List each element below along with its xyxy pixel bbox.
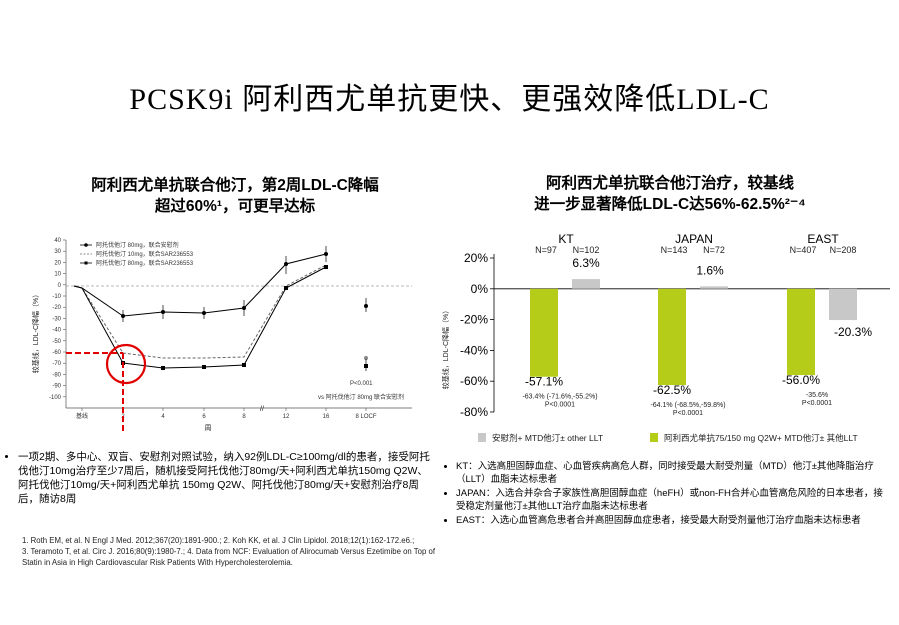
series-line-atorva80-placebo — [73, 253, 327, 317]
bar-value-label-active: -62.5% — [653, 383, 691, 397]
left-y-tick-label: -20 — [52, 305, 61, 311]
right-bars: KTN=97 N=102-57.1%-63.4% (-71.6%,-55.2%)P… — [494, 232, 890, 417]
right-bar-chart: 较基线，LDL-C降幅（%） 20%0%-20%-40%-60%-80% KTN… — [441, 232, 890, 443]
legend-item-1: 阿托伐他汀 80mg，联合安慰剂 — [96, 241, 179, 249]
category-label: KT — [558, 232, 574, 246]
bar-value-label-active: -56.0% — [782, 373, 820, 387]
left-bullet-list: 一项2期、多中心、双盲、安慰剂对照试验，纳入92例LDL-C≥100mg/dl的… — [4, 450, 434, 507]
left-line-chart: 40 30 20 10 0 -10 -20 -30 -40 -50 -60 -70 -80 -90 -100… — [20, 232, 440, 432]
legend-swatch-placebo — [478, 433, 486, 442]
right-y-tick-label: -60% — [460, 374, 488, 388]
right-y-axis-label: 较基线，LDL-C降幅（%） — [441, 307, 450, 389]
legend-swatch-alirocumab — [650, 433, 658, 442]
series-line-atorva80-sar — [73, 266, 327, 369]
bar-value-label-control: 6.3% — [572, 256, 600, 270]
category-label: EAST — [807, 232, 839, 246]
reference-line-3: Statin in Asia in High Cardiovascular Ri… — [22, 558, 293, 567]
left-y-tick-label: -60 — [52, 350, 61, 356]
legend-item-2: 阿托伐他汀 10mg，联合SAR236553 — [96, 250, 194, 258]
right-title-line2: 进一步显著降低LDL-C达56%-62.5%²⁻⁴ — [534, 196, 806, 213]
left-y-tick-label: 20 — [54, 260, 61, 266]
n-label-control: N=72 — [703, 245, 725, 255]
error-bars — [122, 246, 367, 371]
right-y-tick-label: 0% — [471, 282, 489, 296]
highlight-circle — [105, 343, 147, 385]
bar-placebo — [572, 279, 600, 289]
bar-alirocumab — [787, 288, 815, 376]
references: 1. Roth EM, et al. N Engl J Med. 2012;36… — [22, 535, 502, 568]
axis-break-mark: // — [260, 406, 264, 413]
right-y-tick-label: -80% — [460, 405, 488, 419]
left-title-line2: 超过60%¹，可更早达标 — [154, 198, 316, 215]
right-y-ticks: 20% 0% -20% -40% -60% -80% — [460, 251, 494, 419]
left-y-tick-label: 30 — [54, 249, 61, 255]
ci-label: -63.4% (-71.6%,-55.2%) — [522, 394, 597, 401]
left-y-tick-label: -80 — [52, 372, 61, 378]
left-y-tick-label: -70 — [52, 361, 61, 367]
left-x-tick-label: 16 — [323, 414, 330, 420]
right-legend: 安慰剂+ MTD他汀± other LLT 阿利西尤单抗75/150 mg Q2… — [478, 433, 858, 443]
left-pvalue-note: vs 阿托伐他汀 80mg 联合安慰剂 — [318, 393, 404, 401]
left-pvalue: P<0.001 — [350, 381, 373, 387]
right-bullet-east: EAST：入选心血管高危患者合并高胆固醇血症患者，接受最大耐受剂量他汀治疗血脂未… — [456, 514, 892, 527]
left-y-tick-label: 10 — [54, 272, 61, 278]
left-y-tick-label: -100 — [49, 395, 62, 401]
left-y-tick-label: -40 — [52, 328, 61, 334]
left-bullet-1: 一项2期、多中心、双盲、安慰剂对照试验，纳入92例LDL-C≥100mg/dl的… — [18, 450, 434, 506]
n-label-active: N=97 — [535, 245, 557, 255]
left-panel-title: 阿利西尤单抗联合他汀，第2周LDL-C降幅 超过60%¹，可更早达标 — [40, 175, 430, 217]
bar-alirocumab — [658, 288, 686, 386]
left-x-tick-label: 基线 — [76, 412, 88, 420]
left-y-tick-label: 40 — [54, 238, 61, 244]
ci-label: -64.1% (-68.5%,-59.8%) — [650, 402, 725, 409]
legend-label-alirocumab: 阿利西尤单抗75/150 mg Q2W+ MTD他汀± 其他LLT — [664, 433, 858, 443]
bar-value-label-control: 1.6% — [696, 263, 724, 277]
right-y-tick-label: 20% — [464, 251, 488, 265]
legend-label-placebo: 安慰剂+ MTD他汀± other LLT — [492, 433, 603, 443]
left-x-tick-label: 6 — [202, 414, 206, 420]
bar-value-label-active: -57.1% — [525, 375, 563, 389]
left-x-tick-label: 8 — [242, 414, 246, 420]
left-y-ticks: 40 30 20 10 0 -10 -20 -30 -40 -50 -60 -70 -80 -90 -100 — [49, 238, 66, 401]
left-x-tick-label: 8 LOCF — [355, 414, 376, 420]
right-bullet-japan: JAPAN：入选合并杂合子家族性高胆固醇血症（heFH）或non-FH合并心血管… — [456, 487, 892, 513]
ci-label: -35.6% — [806, 392, 828, 399]
right-y-tick-label: -40% — [460, 343, 488, 357]
right-panel-title: 阿利西尤单抗联合他汀治疗，较基线 进一步显著降低LDL-C达56%-62.5%²… — [470, 173, 870, 215]
bar-alirocumab — [530, 288, 558, 377]
left-y-tick-label: -90 — [52, 384, 61, 390]
left-y-tick-label: -50 — [52, 339, 61, 345]
right-title-line1: 阿利西尤单抗联合他汀治疗，较基线 — [545, 175, 794, 192]
n-label-control: N=208 — [830, 245, 857, 255]
reference-line-1: 1. Roth EM, et al. N Engl J Med. 2012;36… — [22, 536, 415, 545]
slide-title: PCSK9i 阿利西尤单抗更快、更强效降低LDL-C — [129, 83, 770, 116]
series-line-atorva10-sar — [73, 264, 327, 359]
left-y-tick-label: 0 — [58, 283, 62, 289]
category-label: JAPAN — [675, 232, 713, 246]
reference-line-2: 3. Teramoto T, et al. Circ J. 2016;80(9)… — [22, 547, 436, 556]
left-x-axis-label: 周 — [205, 424, 212, 432]
n-label-active: N=407 — [790, 245, 817, 255]
left-x-tick-label: 4 — [161, 414, 165, 420]
n-label-active: N=143 — [661, 245, 688, 255]
right-bullet-list: KT：入选高胆固醇血症、心血管疾病高危人群，同时接受最大耐受剂量（MTD）他汀±… — [442, 460, 892, 528]
p-label: P<0.0001 — [802, 400, 832, 407]
bar-placebo — [700, 286, 728, 289]
right-y-tick-label: -20% — [460, 313, 488, 327]
left-title-line1: 阿利西尤单抗联合他汀，第2周LDL-C降幅 — [91, 177, 379, 194]
bar-value-label-control: -20.3% — [834, 325, 872, 339]
left-y-tick-label: -10 — [52, 294, 61, 300]
left-x-tick-label: 12 — [283, 414, 290, 420]
p-label: P<0.0001 — [673, 410, 703, 417]
left-y-axis-label: 较基线，LDL-C降幅（%） — [31, 291, 40, 373]
right-bullet-kt: KT：入选高胆固醇血症、心血管疾病高危人群，同时接受最大耐受剂量（MTD）他汀±… — [456, 460, 892, 486]
bar-placebo — [829, 288, 857, 321]
left-y-tick-label: -30 — [52, 316, 61, 322]
legend-item-3: 阿托伐他汀 80mg，联合SAR236553 — [96, 259, 194, 267]
left-legend: 阿托伐他汀 80mg，联合安慰剂 阿托伐他汀 10mg，联合SAR236553 … — [80, 241, 194, 267]
n-label-control: N=102 — [573, 245, 600, 255]
p-label: P<0.0001 — [545, 402, 575, 409]
